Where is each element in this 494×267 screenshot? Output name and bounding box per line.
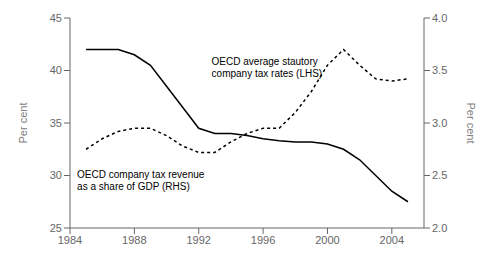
svg-text:4.0: 4.0 bbox=[432, 12, 447, 24]
svg-text:2004: 2004 bbox=[380, 234, 404, 246]
svg-text:25: 25 bbox=[50, 222, 62, 234]
svg-text:3.5: 3.5 bbox=[432, 64, 447, 76]
svg-text:3.0: 3.0 bbox=[432, 117, 447, 129]
svg-text:40: 40 bbox=[50, 64, 62, 76]
svg-text:2000: 2000 bbox=[315, 234, 339, 246]
svg-text:30: 30 bbox=[50, 169, 62, 181]
svg-text:Per cent: Per cent bbox=[465, 103, 477, 144]
svg-text:1996: 1996 bbox=[251, 234, 275, 246]
svg-text:2.5: 2.5 bbox=[432, 169, 447, 181]
svg-text:2.0: 2.0 bbox=[432, 222, 447, 234]
svg-text:Per cent: Per cent bbox=[17, 103, 29, 144]
svg-text:35: 35 bbox=[50, 117, 62, 129]
svg-text:1984: 1984 bbox=[58, 234, 82, 246]
svg-text:45: 45 bbox=[50, 12, 62, 24]
html-text:OECD average stautory company: OECD average stautory company tax rates … bbox=[211, 55, 323, 79]
svg-text:1992: 1992 bbox=[186, 234, 210, 246]
svg-text:1988: 1988 bbox=[122, 234, 146, 246]
html-text:OECD company tax revenue as a: OECD company tax revenue as a share of G… bbox=[77, 169, 205, 193]
